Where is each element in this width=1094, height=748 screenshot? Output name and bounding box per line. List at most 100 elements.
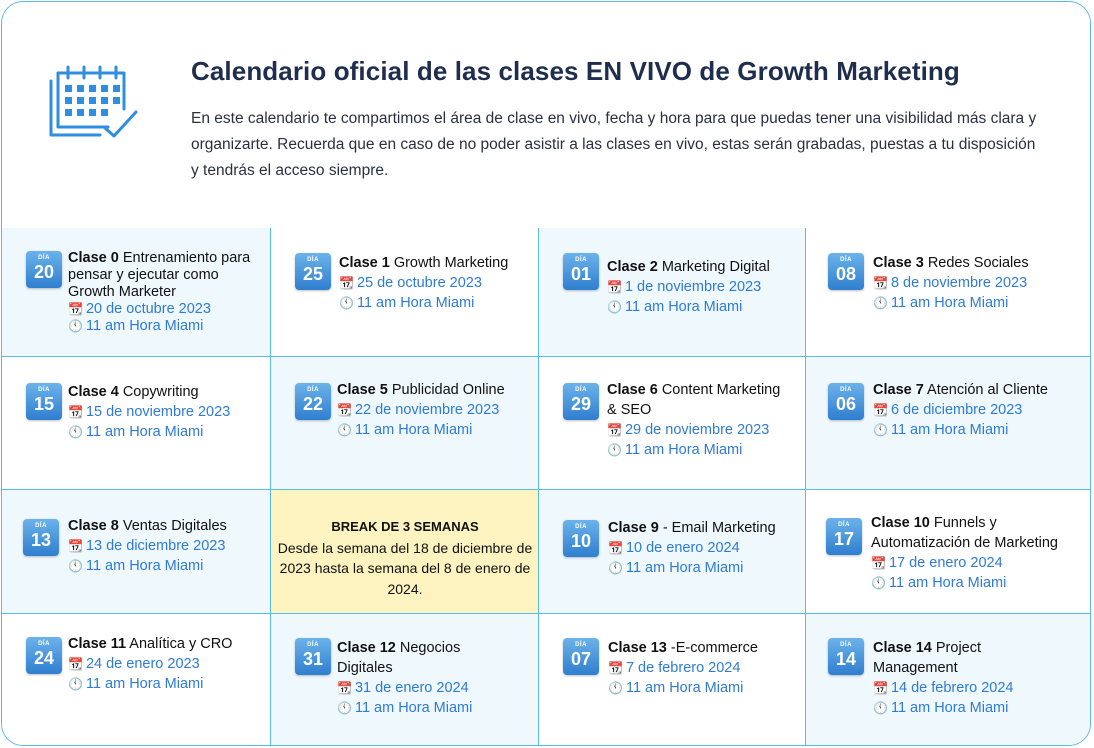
day-badge: DÍA 14 (828, 638, 864, 675)
day-badge: DÍA 10 (563, 520, 599, 557)
class-cell: DÍA 31 Clase 12 Negocios Digitales 📆 31 de… (271, 614, 539, 745)
class-date: 25 de octubre 2023 (356, 275, 482, 291)
class-cell: DÍA 01 Clase 2 Marketing Digital 📆 1 de no… (539, 228, 806, 357)
class-label: Clase 13 (608, 640, 667, 656)
class-cell: DÍA 06 Clase 7 Atención al Cliente 📆 6 de … (806, 357, 1090, 490)
clock-icon: 🕚 (608, 561, 623, 575)
class-label: Clase 10 (871, 515, 930, 531)
class-time: 11 am Hora Miami (890, 422, 1009, 438)
break-cell: BREAK DE 3 SEMANAS Desde la semana del 1… (271, 490, 539, 614)
class-cell: DÍA 29 Clase 6 Content Marketing & SEO 📆 2… (539, 357, 806, 490)
break-title: BREAK DE 3 SEMANAS (331, 519, 479, 534)
class-name: Project Management (873, 640, 982, 676)
class-date: 31 de enero 2024 (354, 680, 469, 696)
calendar-emoji-icon: 📆 (68, 405, 83, 419)
clock-icon: 🕚 (339, 296, 354, 310)
class-label: Clase 1 (339, 255, 390, 271)
class-label: Clase 7 (873, 382, 924, 398)
break-text: Desde la semana del 18 de diciembre de 2… (277, 539, 533, 597)
calendar-emoji-icon: 📆 (337, 681, 352, 695)
class-date: 29 de noviembre 2023 (624, 422, 770, 438)
class-label: Clase 9 (608, 520, 659, 536)
class-time: 11 am Hora Miami (625, 560, 744, 576)
class-date: 7 de febrero 2024 (625, 660, 741, 676)
class-label: Clase 14 (873, 640, 932, 656)
clock-icon: 🕚 (68, 319, 83, 333)
class-name: -E-commerce (670, 640, 758, 656)
class-time: 11 am Hora Miami (85, 318, 204, 334)
clock-icon: 🕚 (608, 681, 623, 695)
calendar-emoji-icon: 📆 (608, 541, 623, 555)
class-name: Publicidad Online (391, 382, 505, 398)
class-time: 11 am Hora Miami (624, 442, 743, 458)
class-cell: DÍA 15 Clase 4 Copywriting 📆 15 de noviemb… (2, 357, 271, 490)
calendar-emoji-icon: 📆 (68, 539, 83, 553)
class-label: Clase 6 (607, 382, 658, 398)
class-date: 22 de noviembre 2023 (354, 402, 500, 418)
class-label: Clase 4 (68, 384, 119, 400)
class-date: 13 de diciembre 2023 (85, 538, 226, 554)
day-badge: DÍA 25 (295, 253, 331, 290)
class-cell: DÍA 22 Clase 5 Publicidad Online 📆 22 de n… (271, 357, 539, 490)
clock-icon: 🕚 (68, 425, 83, 439)
day-badge: DÍA 01 (563, 253, 599, 290)
class-label: Clase 0 (68, 250, 119, 266)
class-time: 11 am Hora Miami (625, 680, 744, 696)
day-badge: DÍA 20 (26, 251, 62, 288)
page-title: Calendario oficial de las clases EN VIVO… (191, 56, 960, 86)
class-cell: DÍA 17 Clase 10 Funnels y Automatización … (806, 490, 1090, 614)
class-cell: DÍA 07 Clase 13 -E-commerce 📆 7 de febrero… (539, 614, 806, 745)
class-cell: DÍA 13 Clase 8 Ventas Digitales 📆 13 de di… (2, 490, 271, 614)
class-time: 11 am Hora Miami (888, 575, 1007, 591)
clock-icon: 🕚 (607, 443, 622, 457)
class-date: 10 de enero 2024 (625, 540, 740, 556)
day-badge: DÍA 13 (23, 519, 59, 556)
class-time: 11 am Hora Miami (356, 295, 475, 311)
clock-icon: 🕚 (68, 559, 83, 573)
calendar-emoji-icon: 📆 (607, 280, 622, 294)
class-time: 11 am Hora Miami (890, 700, 1009, 716)
calendar-emoji-icon: 📆 (68, 657, 83, 671)
day-badge: DÍA 22 (295, 383, 331, 420)
clock-icon: 🕚 (337, 423, 352, 437)
day-badge: DÍA 24 (26, 637, 62, 674)
class-name: Negocios Digitales (337, 640, 461, 676)
class-name: - Email Marketing (662, 520, 776, 536)
class-cell: DÍA 14 Clase 14 Project Management 📆 14 de… (806, 614, 1090, 745)
calendar-emoji-icon: 📆 (608, 661, 623, 675)
clock-icon: 🕚 (68, 677, 83, 691)
class-time: 11 am Hora Miami (85, 676, 204, 692)
class-date: 14 de febrero 2024 (890, 680, 1014, 696)
class-date: 15 de noviembre 2023 (85, 404, 231, 420)
day-badge: DÍA 08 (828, 253, 864, 290)
class-time: 11 am Hora Miami (354, 422, 473, 438)
class-name: Ventas Digitales (122, 518, 227, 534)
class-time: 11 am Hora Miami (890, 295, 1009, 311)
class-date: 24 de enero 2023 (85, 656, 200, 672)
header: Calendario oficial de las clases EN VIVO… (2, 2, 1090, 229)
page-description: En este calendario te compartimos el áre… (191, 110, 1037, 179)
day-badge: DÍA 17 (826, 518, 862, 555)
class-name: Copywriting (122, 384, 199, 400)
class-name: Marketing Digital (661, 259, 770, 275)
class-label: Clase 2 (607, 259, 658, 275)
calendar-icon (49, 65, 138, 138)
class-cell: DÍA 08 Clase 3 Redes Sociales 📆 8 de novie… (806, 228, 1090, 357)
class-date: 20 de octubre 2023 (85, 301, 211, 317)
class-date: 6 de diciembre 2023 (890, 402, 1023, 418)
class-time: 11 am Hora Miami (354, 700, 473, 716)
day-badge: DÍA 31 (295, 638, 331, 675)
calendar-emoji-icon: 📆 (873, 276, 888, 290)
clock-icon: 🕚 (873, 296, 888, 310)
class-cell: DÍA 10 Clase 9 - Email Marketing 📆 10 de e… (539, 490, 806, 614)
class-date: 17 de enero 2024 (888, 555, 1003, 571)
day-badge: DÍA 29 (563, 383, 599, 420)
class-time: 11 am Hora Miami (85, 558, 204, 574)
calendar-emoji-icon: 📆 (873, 681, 888, 695)
class-name: Funnels y Automatización de Marketing (871, 515, 1058, 551)
class-date: 8 de noviembre 2023 (890, 275, 1028, 291)
calendar-emoji-icon: 📆 (873, 403, 888, 417)
class-label: Clase 11 (68, 636, 127, 652)
class-cell: DÍA 25 Clase 1 Growth Marketing 📆 25 de oc… (271, 228, 539, 357)
class-name: Atención al Cliente (927, 382, 1048, 398)
